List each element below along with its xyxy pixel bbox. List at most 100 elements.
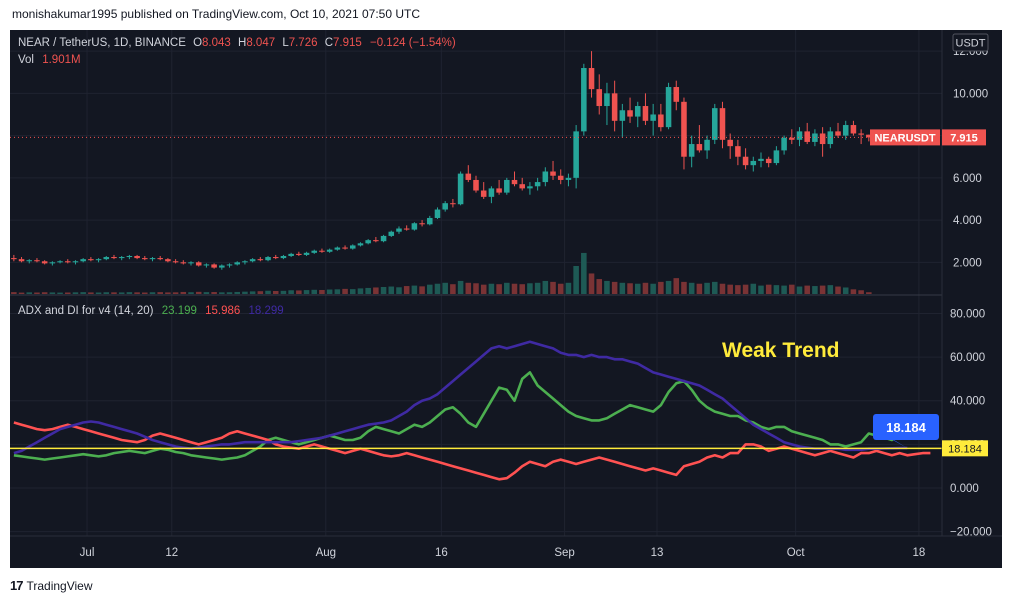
candle (427, 215, 433, 226)
candle (211, 263, 217, 269)
volume-bar (342, 288, 348, 294)
symbol-label: NEAR / TetherUS, 1D, BINANCE (18, 37, 186, 49)
callout[interactable]: 18.184 (873, 414, 939, 449)
volume-bar (26, 292, 33, 294)
candle (134, 254, 140, 260)
volume-bar (704, 282, 710, 294)
candle (588, 51, 595, 98)
volume-bar (311, 289, 318, 294)
series-line-di-plus (13, 371, 939, 461)
candle (835, 122, 841, 138)
volume-bar (750, 283, 757, 294)
volume-bar (280, 290, 287, 294)
brand-name: TradingView (26, 578, 93, 593)
volume-bar (773, 285, 780, 294)
volume-bar (403, 286, 410, 294)
volume-bar (504, 282, 510, 294)
candle (388, 230, 395, 237)
candle (765, 156, 772, 168)
volume-bar (819, 285, 826, 294)
candles (11, 51, 872, 270)
volume-bar (349, 289, 356, 294)
candle (650, 103, 656, 136)
candle (365, 239, 371, 245)
volume-bar (550, 281, 556, 294)
candle (534, 177, 541, 191)
volume-bar (866, 292, 872, 294)
trading-chart[interactable]: Jul12Aug16Sep13Oct1812.00010.0008.0006.0… (10, 30, 1002, 568)
volume-bar (41, 292, 48, 294)
candle (480, 182, 487, 199)
candle (704, 135, 710, 159)
volume-bar (134, 292, 140, 294)
candle (434, 207, 441, 220)
candle (688, 135, 695, 168)
candle (773, 146, 780, 166)
candle (565, 173, 572, 187)
candle (619, 103, 626, 138)
volume-bar (727, 284, 733, 294)
ohlc-legend: NEAR / TetherUS, 1D, BINANCE O8.043 H8.0… (18, 37, 456, 49)
volume-bar (789, 284, 795, 294)
di-minus-value: 15.986 (205, 305, 240, 317)
volume-bar (411, 285, 418, 294)
volume-bar (665, 280, 672, 294)
chart-background (10, 30, 1002, 568)
candle (496, 179, 502, 195)
volume-bar (165, 292, 171, 294)
candle (242, 260, 248, 265)
candle (296, 251, 302, 256)
volume-bar (172, 292, 179, 294)
open-label: O (193, 37, 202, 49)
volume-bar (858, 290, 864, 294)
series-line-adx (13, 340, 908, 455)
price-tag-symbol: NEARUSDT (874, 132, 935, 144)
x-tick-label: Aug (316, 547, 336, 559)
volume-bar (712, 281, 718, 294)
volume-bar (303, 290, 310, 294)
price-tick-label: 6.000 (953, 173, 982, 185)
candle (419, 220, 425, 227)
volume-bar (188, 292, 194, 294)
candle (642, 93, 649, 126)
candle (142, 255, 148, 261)
volume-bar (319, 289, 325, 294)
volume-bar (473, 283, 479, 294)
candle (326, 248, 333, 253)
volume-bar (373, 287, 379, 294)
currency-selector[interactable]: USDT (952, 33, 989, 52)
volume-bar (388, 286, 395, 294)
volume-bar (719, 283, 726, 294)
candle (26, 259, 33, 264)
volume-bar (758, 285, 764, 294)
candle (188, 261, 194, 266)
indicator-name: ADX and DI for v4 (14, 20) (18, 305, 154, 317)
volume-bar (673, 278, 680, 294)
volume-label: Vol (18, 54, 34, 66)
volume-bar (557, 283, 564, 294)
volume-bar (242, 291, 248, 294)
volume-bar (827, 285, 834, 294)
open-value: 8.043 (202, 37, 231, 49)
candle (604, 82, 610, 126)
candle (303, 251, 310, 256)
candle (118, 255, 125, 261)
candle (349, 244, 356, 250)
candle (249, 258, 256, 263)
candle (80, 258, 86, 263)
chart-canvas[interactable]: Jul12Aug16Sep13Oct1812.00010.0008.0006.0… (10, 30, 1002, 568)
low-label: L (282, 37, 289, 49)
weak-trend-annotation: Weak Trend (722, 339, 840, 362)
candle (511, 171, 518, 187)
candle (557, 169, 564, 185)
volume-bar (265, 290, 271, 294)
volume-bar (588, 273, 595, 294)
candle (573, 125, 579, 189)
volume-bar (365, 287, 371, 294)
candle (735, 139, 741, 166)
volume-bar (496, 284, 502, 294)
x-tick-label: Oct (787, 547, 806, 559)
candle (442, 201, 448, 212)
volume-bar (111, 292, 117, 294)
volume-bar (681, 281, 687, 294)
